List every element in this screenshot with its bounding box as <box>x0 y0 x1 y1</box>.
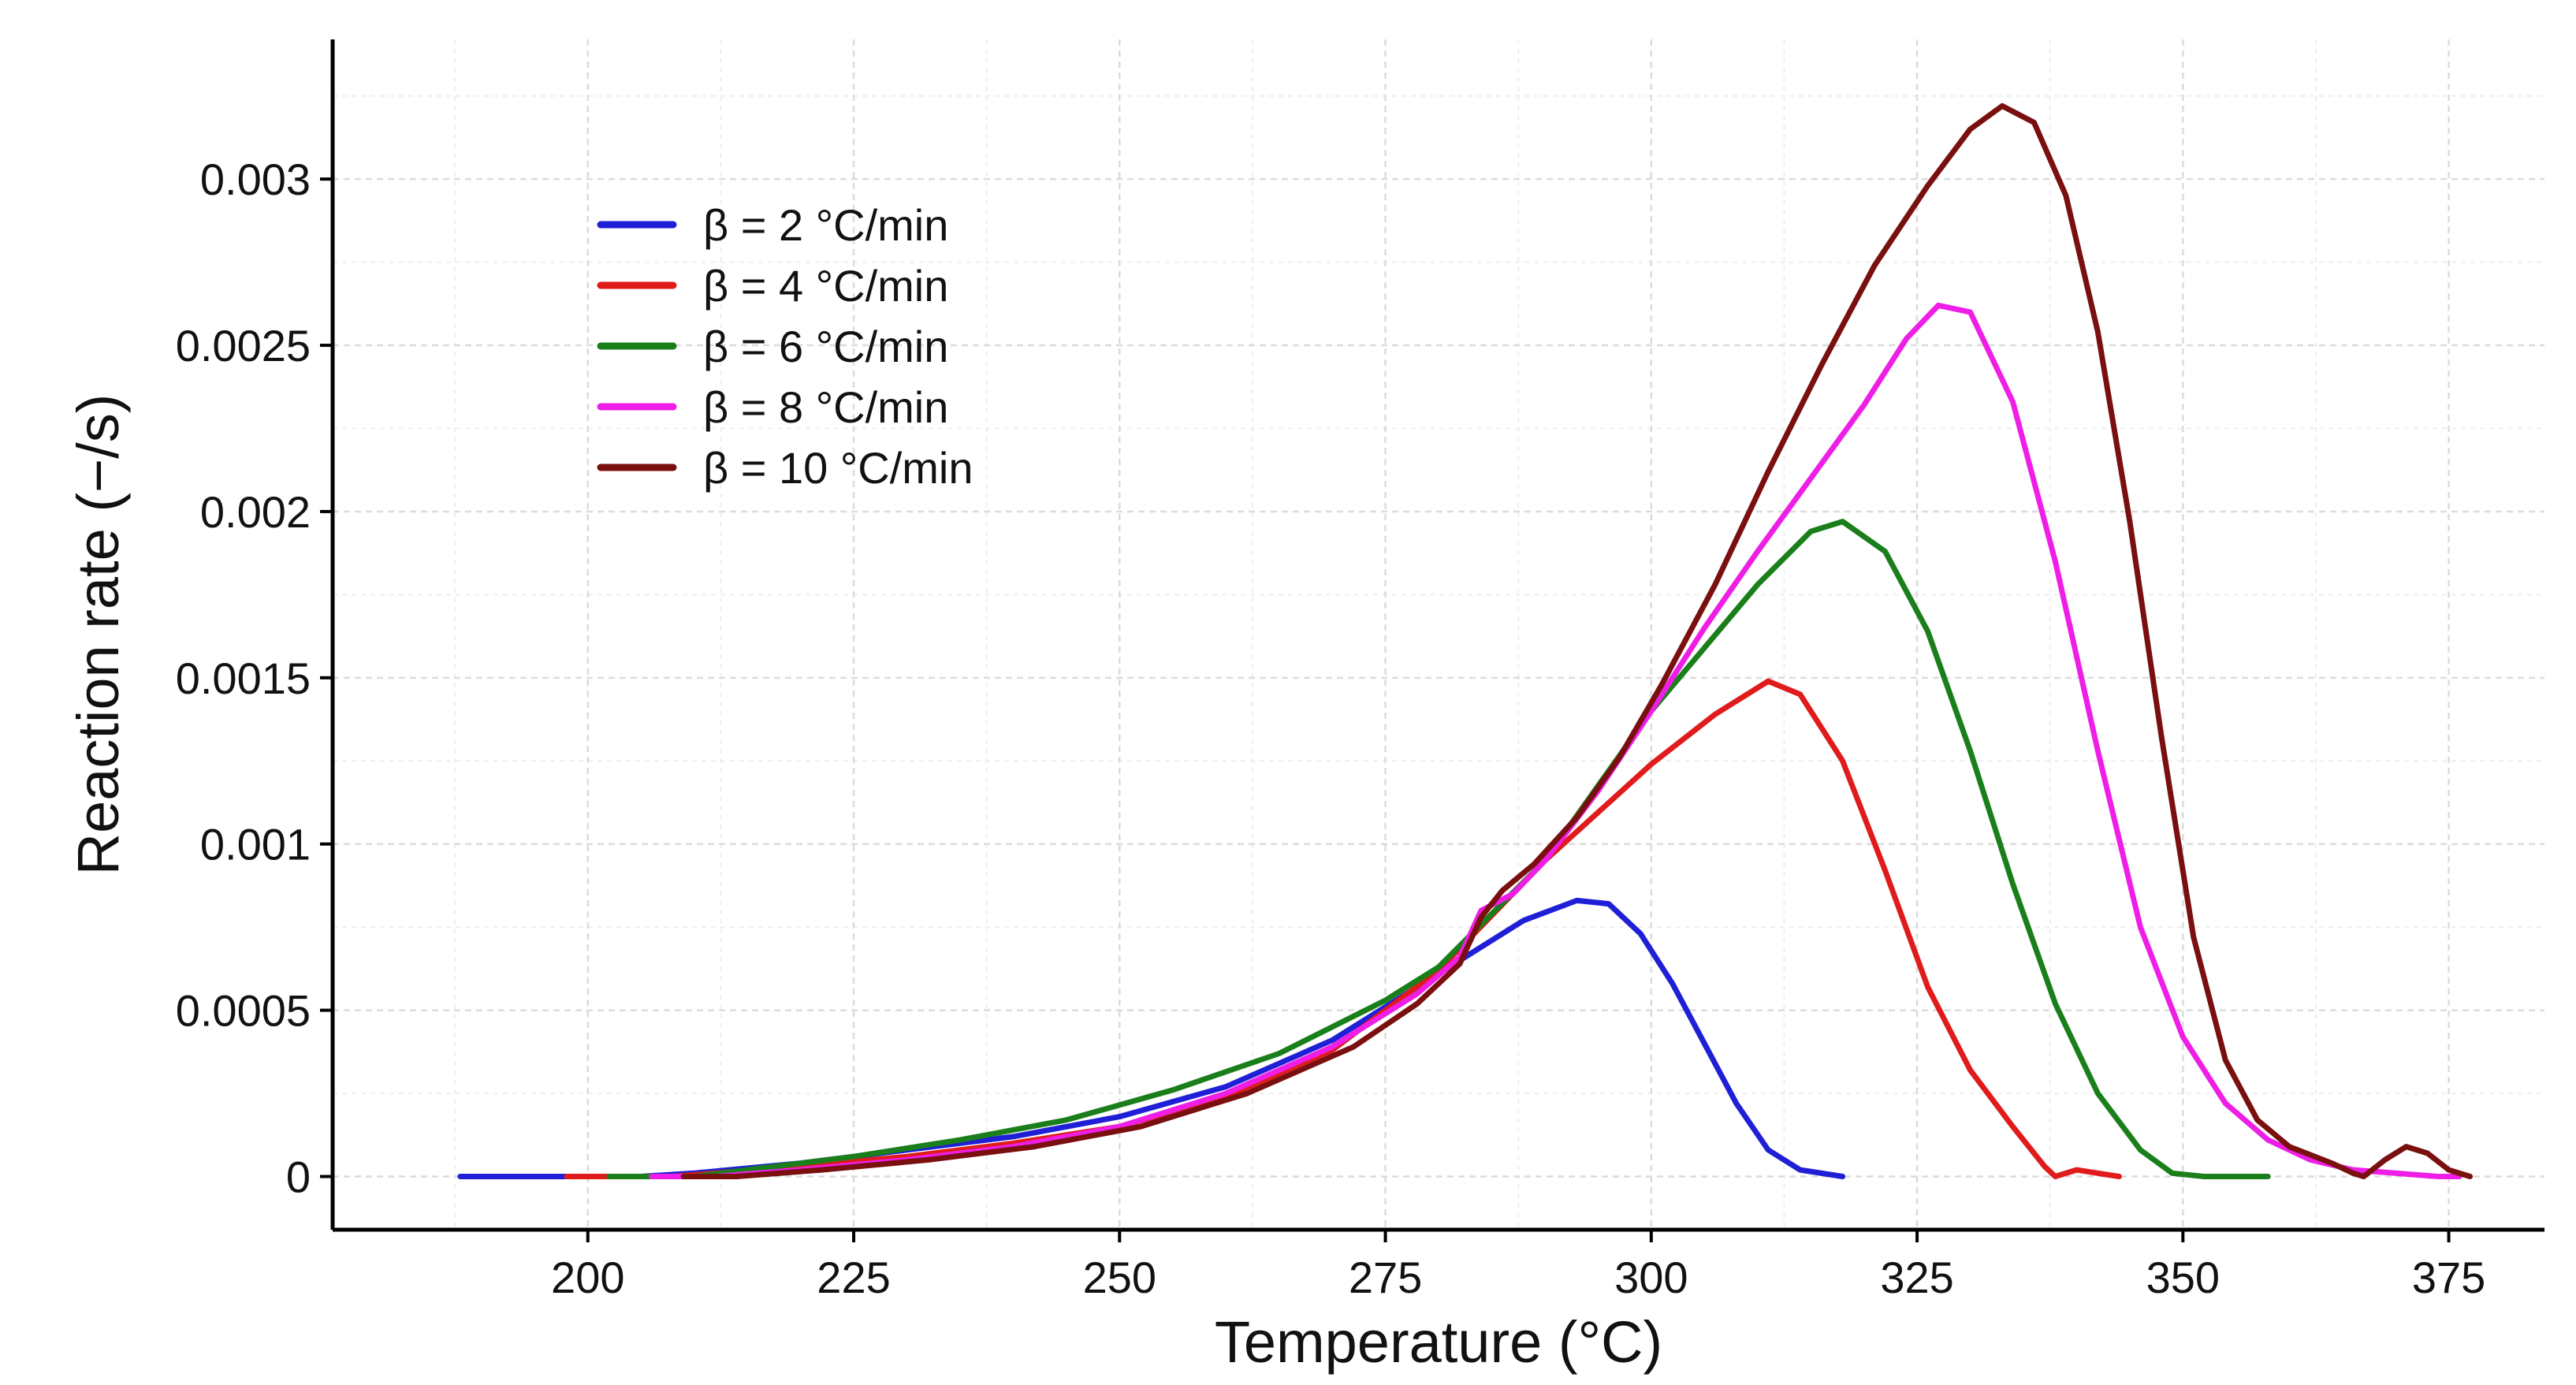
x-tick-label: 200 <box>551 1253 624 1302</box>
y-tick-label: 0.0005 <box>176 986 311 1036</box>
series-line-5 <box>680 102 2474 1179</box>
y-tick-label: 0.0025 <box>176 321 311 370</box>
y-tick-label: 0.002 <box>200 487 311 537</box>
x-tick-label: 225 <box>817 1253 890 1302</box>
axes <box>330 39 2544 1232</box>
y-tick-label: 0.001 <box>200 820 311 869</box>
series-line-2 <box>564 678 2122 1179</box>
y-axis-title: Reaction rate (−/s) <box>65 394 131 876</box>
series-line-3 <box>606 519 2271 1179</box>
legend-label-2: β = 4 °C/min <box>703 261 948 311</box>
legend-label-1: β = 2 °C/min <box>703 200 948 250</box>
legend-label-3: β = 6 °C/min <box>703 322 948 371</box>
x-axis-title: Temperature (°C) <box>1215 1309 1662 1375</box>
legend: β = 2 °C/min β = 4 °C/min β = 6 °C/min β = … <box>597 200 973 493</box>
y-tick-label: 0.003 <box>200 155 311 204</box>
y-tick-label: 0.0015 <box>176 653 311 703</box>
x-tick-label: 375 <box>2412 1253 2485 1302</box>
legend-label-5: β = 10 °C/min <box>703 443 973 493</box>
legend-label-4: β = 8 °C/min <box>703 382 948 432</box>
ticks: 200 225 250 275 300 325 350 375 0 0.0005 0.001 0.00… <box>176 155 2486 1302</box>
x-tick-label: 275 <box>1349 1253 1422 1302</box>
series-line-4 <box>649 302 2462 1179</box>
x-tick-label: 250 <box>1083 1253 1156 1302</box>
x-tick-label: 300 <box>1614 1253 1688 1302</box>
x-tick-label: 350 <box>2146 1253 2220 1302</box>
x-tick-label: 325 <box>1880 1253 1953 1302</box>
series-lines <box>457 102 2474 1179</box>
y-tick-label: 0 <box>286 1152 311 1202</box>
